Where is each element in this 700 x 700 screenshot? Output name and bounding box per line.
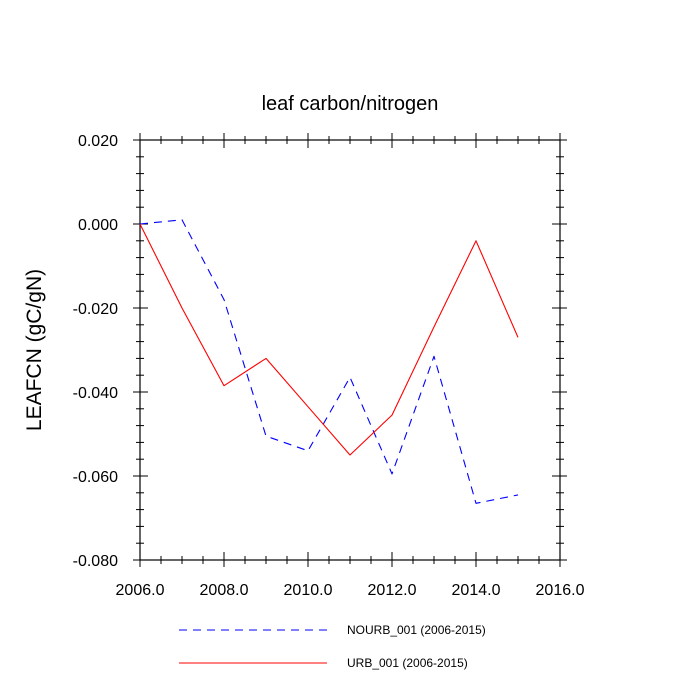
x-tick-label: 2008.0 — [200, 582, 249, 599]
series-line-nourb — [139, 219, 519, 504]
legend: NOURB_001 (2006-2015) URB_001 (2006-2015) — [179, 623, 486, 670]
major-ticks — [133, 133, 567, 567]
chart-title: leaf carbon/nitrogen — [262, 93, 439, 115]
y-tick-labels: 0.020 0.000 -0.020 -0.040 -0.060 -0.080 — [73, 133, 118, 570]
y-tick-label: 0.000 — [78, 217, 118, 234]
x-tick-label: 2010.0 — [284, 582, 333, 599]
x-tick-label: 2006.0 — [116, 582, 165, 599]
x-tick-labels: 2006.0 2008.0 2010.0 2012.0 2014.0 2016.0 — [116, 582, 585, 599]
x-tick-label: 2016.0 — [536, 582, 585, 599]
series-layer — [139, 219, 519, 504]
minor-ticks — [136, 136, 564, 564]
plot-frame — [139, 139, 561, 561]
y-tick-label: -0.060 — [73, 469, 118, 486]
y-tick-label: -0.020 — [73, 301, 118, 318]
x-tick-label: 2014.0 — [452, 582, 501, 599]
legend-label: URB_001 (2006-2015) — [347, 656, 468, 670]
y-axis-label: LEAFCN (gC/gN) — [23, 269, 46, 431]
y-tick-label: -0.040 — [73, 385, 118, 402]
x-tick-label: 2012.0 — [368, 582, 417, 599]
legend-label: NOURB_001 (2006-2015) — [347, 623, 486, 637]
series-line-urb — [139, 223, 519, 456]
y-tick-label: 0.020 — [78, 133, 118, 150]
y-tick-label: -0.080 — [73, 553, 118, 570]
